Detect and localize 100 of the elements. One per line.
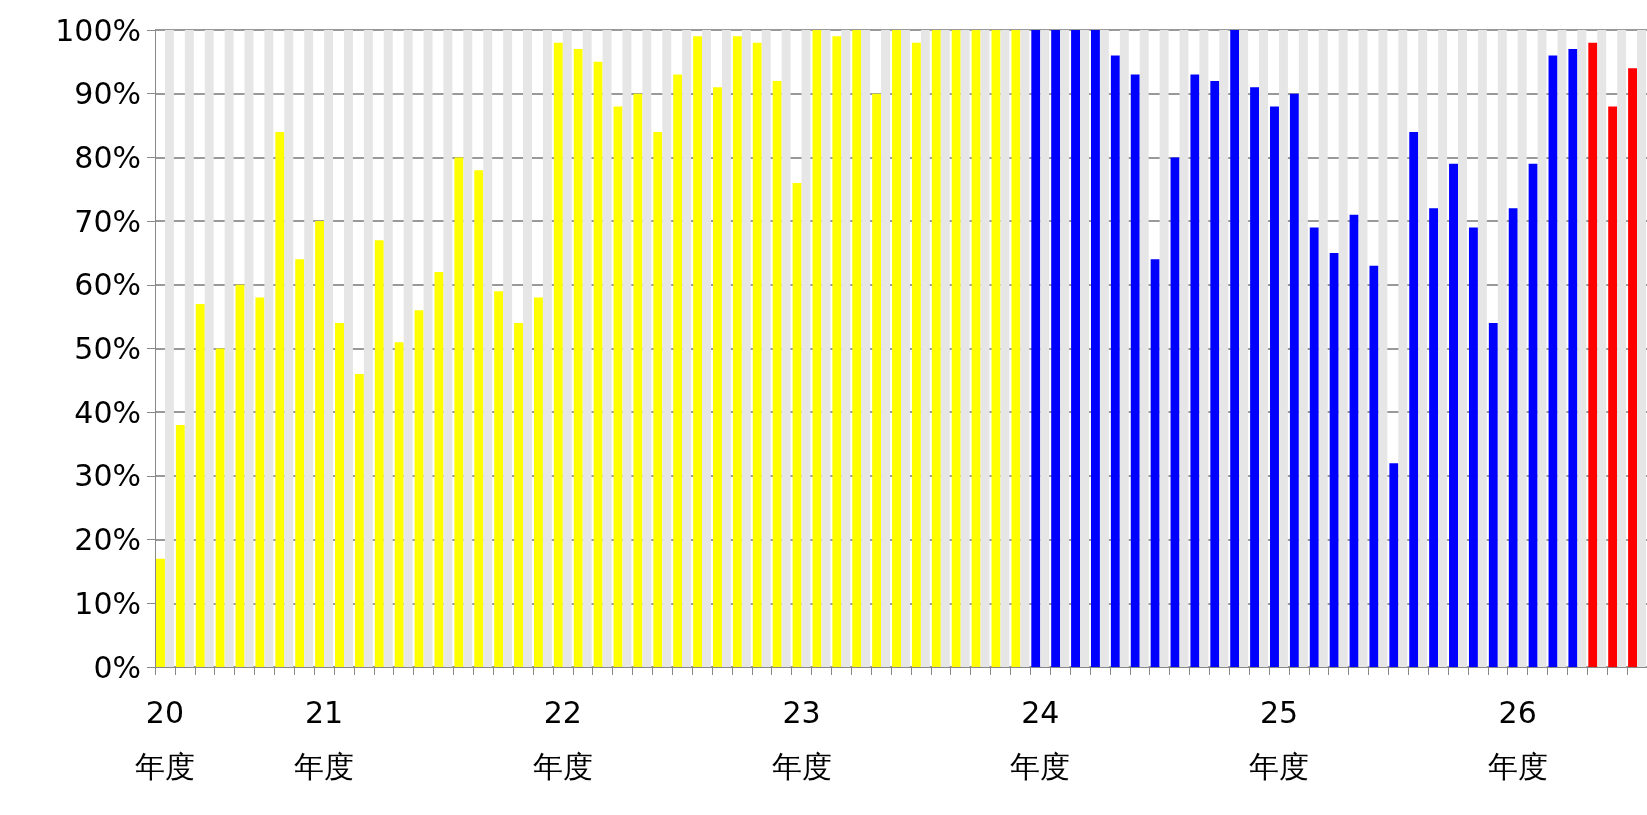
bar xyxy=(363,30,373,667)
x-tick-label: 21 年度 xyxy=(294,694,355,784)
bar xyxy=(195,303,205,667)
bar xyxy=(295,259,305,667)
bar xyxy=(931,30,941,667)
bar xyxy=(980,30,990,667)
bar xyxy=(1119,30,1129,667)
bar xyxy=(184,30,194,667)
bar xyxy=(155,558,165,667)
bar xyxy=(1011,30,1021,667)
bar xyxy=(682,30,692,667)
bar xyxy=(622,30,632,667)
bar xyxy=(1080,30,1089,667)
bar xyxy=(1318,30,1328,667)
bar xyxy=(861,30,871,667)
x-tick-label: 24 年度 xyxy=(1010,694,1071,784)
bar xyxy=(1259,30,1269,667)
bar xyxy=(1369,265,1379,667)
bar xyxy=(940,30,950,667)
bar xyxy=(423,30,433,667)
bar xyxy=(562,30,572,667)
bar xyxy=(1528,163,1538,667)
bar xyxy=(752,42,762,667)
bar xyxy=(1338,30,1348,667)
bar xyxy=(1051,30,1061,667)
bar xyxy=(1597,30,1607,667)
bar xyxy=(335,323,344,667)
bar xyxy=(1497,30,1507,667)
y-tick-label: 70% xyxy=(74,203,141,239)
bar xyxy=(881,30,891,667)
bar xyxy=(832,36,842,667)
bar xyxy=(1438,30,1448,667)
bar xyxy=(275,131,285,667)
bar xyxy=(812,30,822,667)
bar xyxy=(602,30,612,667)
bar xyxy=(772,80,782,667)
bar xyxy=(1418,30,1428,667)
y-tick-label: 40% xyxy=(74,394,141,430)
bar xyxy=(374,240,384,667)
bar xyxy=(175,424,185,667)
bar xyxy=(852,30,862,667)
y-tick-label: 90% xyxy=(74,76,141,112)
bar xyxy=(224,30,234,667)
x-tick-label: 20 年度 xyxy=(134,694,195,784)
bar xyxy=(1199,30,1209,667)
bar xyxy=(414,310,424,667)
bar xyxy=(1130,74,1140,667)
bar xyxy=(1449,163,1459,667)
bar xyxy=(920,30,930,667)
bar xyxy=(1040,30,1050,667)
bar xyxy=(642,30,652,667)
y-tick-label: 60% xyxy=(74,267,141,303)
bar xyxy=(494,291,504,667)
bar xyxy=(1568,49,1578,667)
bar xyxy=(503,30,513,667)
bar xyxy=(284,30,294,667)
bar xyxy=(1378,30,1388,667)
bar xyxy=(721,30,731,667)
y-tick-label: 20% xyxy=(74,522,141,558)
y-tick-label: 80% xyxy=(74,139,141,175)
bar xyxy=(781,30,791,667)
bar xyxy=(892,30,901,667)
bar xyxy=(761,30,771,667)
bar xyxy=(901,30,910,667)
bar xyxy=(1617,30,1627,667)
bar xyxy=(662,30,672,667)
bar xyxy=(911,42,921,667)
x-tick-label: 25 年度 xyxy=(1248,694,1309,784)
bar xyxy=(841,30,851,667)
bar xyxy=(1429,208,1439,667)
bar xyxy=(1110,55,1120,667)
bar xyxy=(633,93,643,667)
bar xyxy=(1608,106,1618,667)
bar xyxy=(1537,30,1547,667)
bar xyxy=(474,170,484,667)
bar xyxy=(971,30,981,667)
bar xyxy=(713,87,722,667)
x-tick-label: 23 年度 xyxy=(771,694,832,784)
bar xyxy=(1409,131,1419,667)
bar xyxy=(792,182,802,667)
bar xyxy=(1289,93,1299,667)
bar xyxy=(514,323,524,667)
bar xyxy=(1071,30,1081,667)
bar xyxy=(264,30,274,667)
bar xyxy=(951,30,961,667)
bar xyxy=(1468,227,1478,667)
bar xyxy=(1309,227,1319,667)
bar xyxy=(1230,30,1240,667)
bar xyxy=(483,30,493,667)
bar xyxy=(235,284,245,667)
bar xyxy=(1250,87,1260,667)
bar xyxy=(553,42,563,667)
bar xyxy=(1060,30,1070,667)
bar xyxy=(304,30,314,667)
bar xyxy=(164,30,174,667)
bar xyxy=(533,297,543,667)
bar xyxy=(315,221,325,667)
bar xyxy=(383,30,393,667)
bar xyxy=(454,157,464,667)
bar xyxy=(960,30,970,667)
